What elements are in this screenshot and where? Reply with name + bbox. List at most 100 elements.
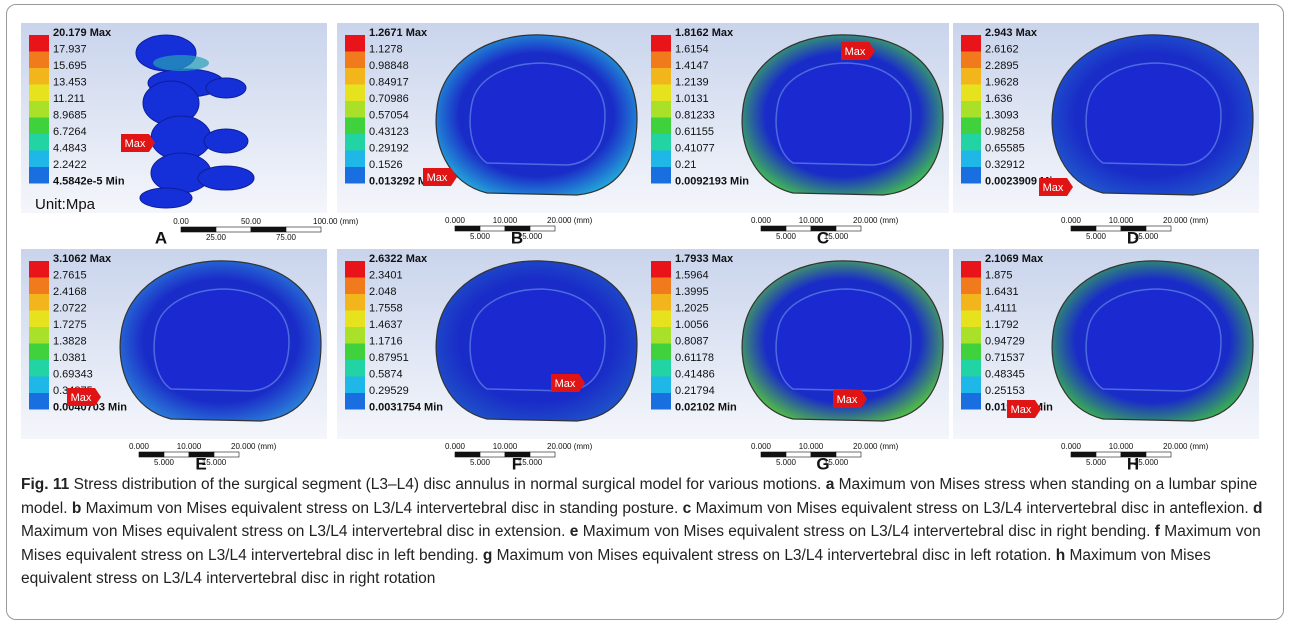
legend-swatch [345,52,365,69]
legend-swatch [345,134,365,151]
caption-text: Stress distribution of the surgical segm… [74,476,822,493]
legend-label: 1.7933 Max [675,253,734,265]
panel-letter: A [155,228,167,247]
legend-label: 1.3828 [53,335,87,347]
legend-label: 1.6154 [675,43,709,55]
scale-label: 10.000 [799,442,824,451]
scale-segment [286,227,321,232]
scale-label: 5.000 [1086,232,1107,241]
caption: Fig. 11 Stress distribution of the surgi… [21,473,1271,591]
legend-swatch [961,294,981,311]
panel: 3.1062 Max2.76152.41682.07221.72751.3828… [21,249,327,471]
panel: 2.1069 Max1.8751.64311.41111.17920.94729… [953,249,1259,471]
scale-segment [139,452,164,457]
legend-swatch [651,377,671,394]
legend-label: 2.6162 [985,43,1019,55]
legend-swatch [29,134,49,151]
legend-swatch [651,118,671,135]
legend-swatch [651,68,671,85]
scale-label: 0.000 [1061,216,1082,225]
legend-label: 8.9685 [53,109,87,121]
legend-label: 1.3093 [985,109,1019,121]
scale-label: 5.000 [776,458,797,467]
legend-label: 1.4111 [985,302,1017,314]
legend-label: 0.81233 [675,109,715,121]
scale-label: 10.000 [1109,216,1134,225]
legend-label: 1.0381 [53,352,87,364]
legend-label: 0.0092193 Min [675,175,749,187]
scale-label: 20.000 (mm) [853,442,899,451]
panel: 1.7933 Max1.59641.39951.20251.00560.8087… [643,249,949,471]
legend-swatch [345,278,365,295]
legend-label: 0.32912 [985,159,1025,171]
legend-label: 0.29529 [369,385,409,397]
scale-label: 20.000 (mm) [547,442,593,451]
legend-swatch [345,118,365,135]
legend-label: 0.69343 [53,368,93,380]
legend-label: 2.6322 Max [369,253,428,265]
caption-item-letter: f [1155,523,1160,540]
legend-label: 1.4637 [369,319,403,331]
legend-label: 2.048 [369,286,397,298]
legend-swatch [961,118,981,135]
caption-item-text: Maximum von Mises equivalent stress on L… [696,500,1249,517]
panel-letter: H [1127,454,1139,471]
legend-swatch [345,167,365,184]
nucleus [154,289,289,391]
legend-swatch [961,167,981,184]
legend-label: 0.94729 [985,335,1025,347]
scale-segment [530,452,555,457]
legend-label: 6.7264 [53,126,87,138]
scale-segment [455,452,480,457]
scale-label: 0.00 [173,217,189,226]
legend-label: 1.4147 [675,60,709,72]
panel-letter: F [512,454,522,471]
legend-label: 0.0031754 Min [369,401,443,413]
caption-item-text: Maximum von Mises equivalent stress on L… [497,547,1052,564]
legend-label: 1.2025 [675,302,709,314]
legend-label: 17.937 [53,43,87,55]
legend-label: 0.43123 [369,126,409,138]
legend-swatch [29,52,49,69]
nucleus [470,289,605,391]
legend-swatch [651,393,671,410]
legend-swatch [961,52,981,69]
legend-swatch [345,85,365,102]
legend-label: 0.21794 [675,385,715,397]
legend-swatch [345,68,365,85]
scale-label: 0.000 [751,216,772,225]
scale-segment [455,226,480,231]
legend-swatch [651,344,671,361]
caption-item-text: Maximum von Mises equivalent stress on L… [583,523,1151,540]
scale-segment [1071,226,1096,231]
scale-label: 5.000 [154,458,175,467]
legend-label: 1.7558 [369,302,403,314]
legend-label: 1.9628 [985,76,1019,88]
unit-label: Unit:Mpa [35,196,96,213]
legend-label: 2.943 Max [985,27,1038,39]
legend-swatch [29,35,49,52]
vertebra [206,78,246,98]
legend-swatch [651,311,671,328]
scale-label: 0.000 [445,216,466,225]
nucleus [1086,63,1221,165]
legend-swatch [961,134,981,151]
caption-item-letter: c [683,500,692,517]
caption-item-letter: b [72,500,81,517]
legend-label: 2.7615 [53,269,87,281]
legend-swatch [961,311,981,328]
scale-label: 0.000 [129,442,150,451]
max-marker-label: Max [1011,404,1032,416]
legend-label: 0.61178 [675,352,714,364]
legend-label: 0.25153 [985,385,1025,397]
legend-swatch [345,311,365,328]
legend-label: 0.61155 [675,126,714,138]
legend-swatch [345,101,365,118]
legend-swatch [345,327,365,344]
scale-label: 20.000 (mm) [547,216,593,225]
scale-label: 10.000 [493,216,518,225]
scale-segment [836,226,861,231]
caption-label: Fig. 11 [21,476,69,493]
legend-label: 2.4168 [53,286,87,298]
legend-swatch [651,278,671,295]
